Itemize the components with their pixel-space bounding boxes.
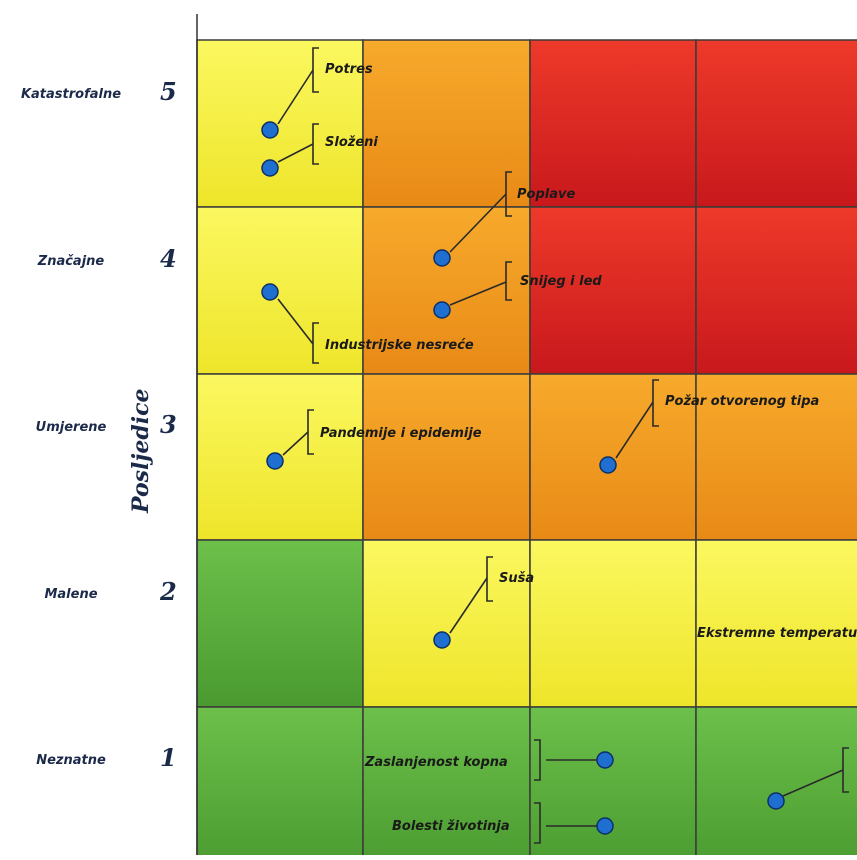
event-marker-8 xyxy=(433,631,451,649)
event-marker-2 xyxy=(261,159,279,177)
row-level-5: 5 xyxy=(160,76,177,106)
event-marker-12 xyxy=(767,792,785,810)
event-marker-3 xyxy=(433,249,451,267)
event-label-8: Suša xyxy=(499,571,534,586)
matrix-cell-1-1 xyxy=(196,706,364,860)
matrix-cell-2-1 xyxy=(196,539,364,708)
matrix-cell-4-3 xyxy=(529,206,697,375)
event-label-9: Ekstremne temperature xyxy=(697,626,857,641)
event-bracket-7 xyxy=(652,379,659,427)
event-leader-5 xyxy=(277,298,314,345)
matrix-cell-4-2 xyxy=(362,206,531,375)
event-marker-4 xyxy=(433,301,451,319)
matrix-cell-5-4 xyxy=(695,39,857,208)
event-label-2: Složeni xyxy=(325,135,378,150)
event-leader-7 xyxy=(615,401,654,459)
event-bracket-11 xyxy=(534,802,541,844)
y-axis-label: Posljedice xyxy=(128,388,154,513)
event-leader-4 xyxy=(449,281,507,306)
matrix-cell-2-2 xyxy=(362,539,531,708)
row-name-3: Umjerene xyxy=(35,420,107,435)
matrix-cell-2-4 xyxy=(695,539,857,708)
matrix-cell-4-1 xyxy=(196,206,364,375)
row-level-4: 4 xyxy=(160,243,177,273)
event-marker-7 xyxy=(599,456,617,474)
event-label-7: Požar otvorenog tipa xyxy=(665,394,819,409)
event-leader-1 xyxy=(277,69,314,125)
event-leader-8 xyxy=(449,577,488,634)
matrix-cell-1-3 xyxy=(529,706,697,860)
event-label-1: Potres xyxy=(325,62,373,77)
matrix-cell-3-2 xyxy=(362,373,531,541)
event-marker-6 xyxy=(266,452,284,470)
event-leader-6 xyxy=(282,431,309,456)
matrix-cell-1-4 xyxy=(695,706,857,860)
event-bracket-4 xyxy=(505,261,512,301)
row-name-1: Neznatne xyxy=(36,753,106,768)
event-leader-2 xyxy=(277,143,314,163)
event-bracket-5 xyxy=(312,322,319,364)
row-name-4: Značajne xyxy=(37,253,105,269)
event-bracket-1 xyxy=(312,47,319,93)
event-leader-12 xyxy=(782,769,844,797)
event-marker-1 xyxy=(261,121,279,139)
event-bracket-2 xyxy=(312,123,319,165)
matrix-cell-5-3 xyxy=(529,39,697,208)
event-bracket-3 xyxy=(505,171,512,217)
event-bracket-8 xyxy=(486,556,493,602)
matrix-cell-1-2 xyxy=(362,706,531,860)
event-label-4: Snijeg i led xyxy=(520,274,602,289)
matrix-cell-5-2 xyxy=(362,39,531,208)
event-label-10: Zaslanjenost kopna xyxy=(364,755,508,770)
row-level-1: 1 xyxy=(160,743,177,772)
matrix-cell-4-4 xyxy=(695,206,857,375)
event-label-11: Bolesti životinja xyxy=(392,819,510,834)
row-level-2: 2 xyxy=(160,576,177,606)
event-label-6: Pandemije i epidemije xyxy=(320,426,482,441)
row-level-3: 3 xyxy=(160,410,177,439)
row-name-5: Katastrofalne xyxy=(20,86,122,102)
event-marker-11 xyxy=(596,817,614,835)
event-leader-3 xyxy=(449,193,507,253)
event-label-5: Industrijske nesreće xyxy=(325,338,474,353)
event-bracket-12 xyxy=(842,747,849,793)
matrix-cell-3-4 xyxy=(695,373,857,541)
row-name-2: Malene xyxy=(44,586,98,602)
event-bracket-10 xyxy=(534,739,541,781)
event-marker-5 xyxy=(261,283,279,301)
matrix-cell-5-1 xyxy=(196,39,364,208)
event-label-3: Poplave xyxy=(517,187,575,202)
event-bracket-6 xyxy=(307,409,314,455)
event-marker-10 xyxy=(596,751,614,769)
matrix-cell-2-3 xyxy=(529,539,697,708)
